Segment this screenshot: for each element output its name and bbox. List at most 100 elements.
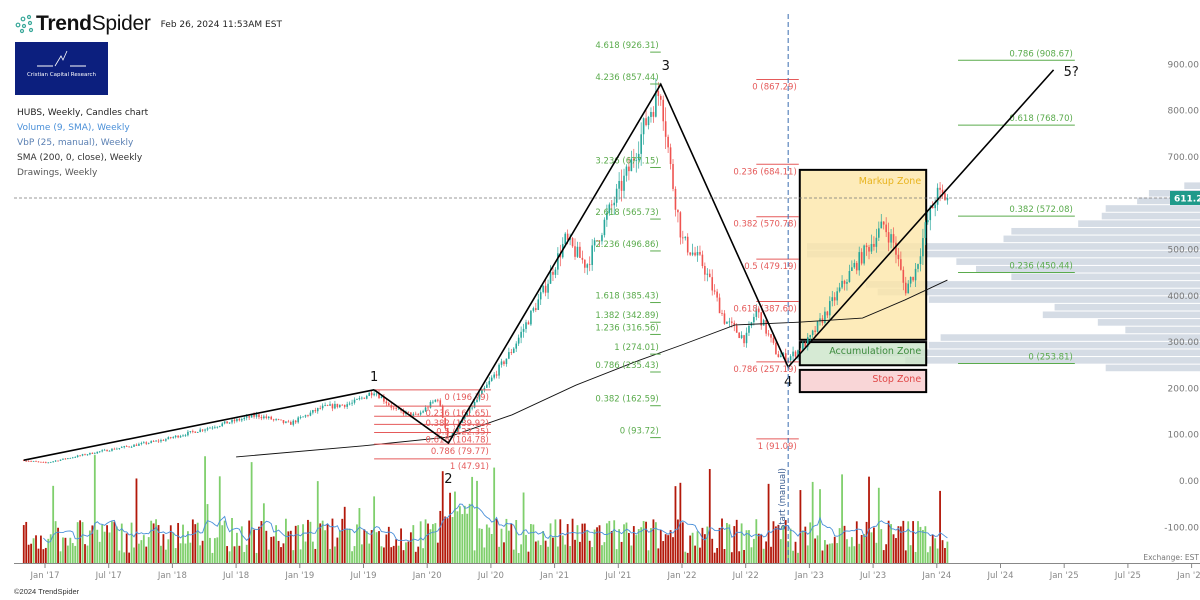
candle-body bbox=[260, 417, 263, 419]
candle-body bbox=[375, 393, 378, 395]
candle-body bbox=[69, 457, 72, 459]
volume-bar bbox=[59, 551, 62, 563]
candle-body bbox=[351, 402, 353, 404]
candle-down bbox=[407, 411, 410, 413]
volume-bar bbox=[52, 485, 55, 563]
volume-bar bbox=[424, 519, 427, 563]
candle-down bbox=[248, 414, 250, 420]
candle-body bbox=[579, 246, 581, 258]
candle-body bbox=[777, 354, 780, 358]
volume-bar bbox=[373, 496, 376, 563]
volume-bar bbox=[647, 550, 650, 563]
candle-up bbox=[753, 313, 755, 326]
fib-level-label: 0 (867.29) bbox=[752, 82, 796, 92]
candle-body bbox=[373, 393, 375, 396]
volume-bar bbox=[155, 519, 157, 563]
candle-body bbox=[45, 462, 47, 463]
price-tick-label: -100.00 bbox=[1164, 523, 1199, 533]
candle-up bbox=[312, 409, 314, 415]
volume-bar bbox=[681, 522, 684, 563]
header: TrendSpider Feb 26, 2024 11:53AM EST bbox=[14, 12, 282, 36]
volume-bar bbox=[625, 522, 628, 563]
candle-down bbox=[581, 250, 584, 264]
volume-bar bbox=[912, 521, 915, 563]
candle-body bbox=[498, 364, 500, 376]
candle-down bbox=[258, 413, 260, 420]
volume-bar bbox=[84, 544, 86, 563]
volume-bar bbox=[699, 547, 701, 563]
candle-up bbox=[339, 404, 341, 409]
volume-bar bbox=[174, 548, 177, 563]
volume-bar bbox=[608, 520, 611, 563]
candle-body bbox=[855, 262, 858, 271]
candle-body bbox=[892, 234, 895, 243]
legend-vbp[interactable]: VbP (25, manual), Weekly bbox=[17, 138, 134, 148]
legend-sma[interactable]: SMA (200, 0, close), Weekly bbox=[17, 153, 143, 163]
fib-level-label: 1 (91.09) bbox=[758, 442, 797, 452]
volume-bar bbox=[716, 548, 719, 563]
candle-body bbox=[726, 321, 728, 324]
volume-bar bbox=[79, 520, 82, 563]
volume-bar bbox=[929, 546, 932, 563]
legend-drawings[interactable]: Drawings, Weekly bbox=[17, 168, 98, 178]
candle-body bbox=[922, 238, 924, 257]
candle-up bbox=[275, 418, 277, 422]
candle-up bbox=[851, 260, 853, 272]
fib-level-label: 1.382 (342.89) bbox=[595, 311, 658, 321]
volume-bar bbox=[924, 526, 927, 563]
candle-up bbox=[809, 334, 812, 341]
candle-down bbox=[113, 447, 116, 450]
vbp-bar bbox=[905, 357, 1200, 364]
volume-bar bbox=[441, 471, 444, 563]
candle-body bbox=[297, 417, 299, 423]
fib-level-label: 0.786 (235.43) bbox=[595, 361, 658, 371]
candle-body bbox=[116, 448, 118, 450]
candle-down bbox=[873, 236, 875, 251]
candle-body bbox=[437, 399, 439, 401]
candle-down bbox=[341, 404, 344, 406]
candle-down bbox=[757, 306, 760, 319]
volume-bar bbox=[804, 526, 807, 563]
elliott-wave-lines bbox=[373, 69, 1055, 445]
legend-symbol[interactable]: HUBS, Weekly, Candles chart bbox=[17, 108, 149, 118]
candle-body bbox=[826, 311, 829, 316]
candle-body bbox=[84, 454, 86, 456]
candle-up bbox=[67, 457, 69, 460]
candle-body bbox=[468, 407, 471, 414]
candle-body bbox=[689, 252, 691, 255]
candle-body bbox=[571, 238, 574, 247]
time-tick-label: Jan '21 bbox=[539, 571, 569, 581]
candle-body bbox=[931, 206, 934, 209]
candle-body bbox=[228, 422, 231, 424]
volume-bar bbox=[461, 514, 464, 563]
time-tick-label: Jan '22 bbox=[667, 571, 697, 581]
brand-light: Spider bbox=[91, 12, 151, 35]
candle-down bbox=[64, 457, 67, 460]
volume-bar bbox=[772, 521, 775, 563]
volume-bar bbox=[275, 525, 278, 563]
candle-body bbox=[113, 448, 116, 450]
volume-bar bbox=[848, 546, 851, 563]
candle-body bbox=[130, 446, 133, 448]
candle-down bbox=[596, 240, 598, 242]
volume-bar bbox=[850, 537, 853, 563]
volume-bar bbox=[922, 529, 924, 563]
time-tick-label: Jan '25 bbox=[1049, 571, 1079, 581]
price-tick-label: 700.00 bbox=[1168, 153, 1200, 163]
volume-bar bbox=[47, 538, 50, 563]
legend-volume[interactable]: Volume (9, SMA), Weekly bbox=[17, 123, 130, 133]
candle-body bbox=[140, 442, 143, 444]
candle-up bbox=[508, 347, 510, 360]
candle-body bbox=[89, 452, 91, 455]
candle-body bbox=[120, 447, 123, 449]
candle-down bbox=[57, 460, 59, 462]
candle-down bbox=[770, 333, 772, 343]
volume-bar bbox=[544, 540, 547, 563]
vbp-bar bbox=[1105, 205, 1200, 212]
candle-down bbox=[27, 460, 30, 462]
volume-bar bbox=[532, 524, 535, 563]
volume-bar bbox=[478, 528, 481, 563]
candle-body bbox=[615, 188, 618, 203]
volume-bar bbox=[253, 529, 255, 563]
